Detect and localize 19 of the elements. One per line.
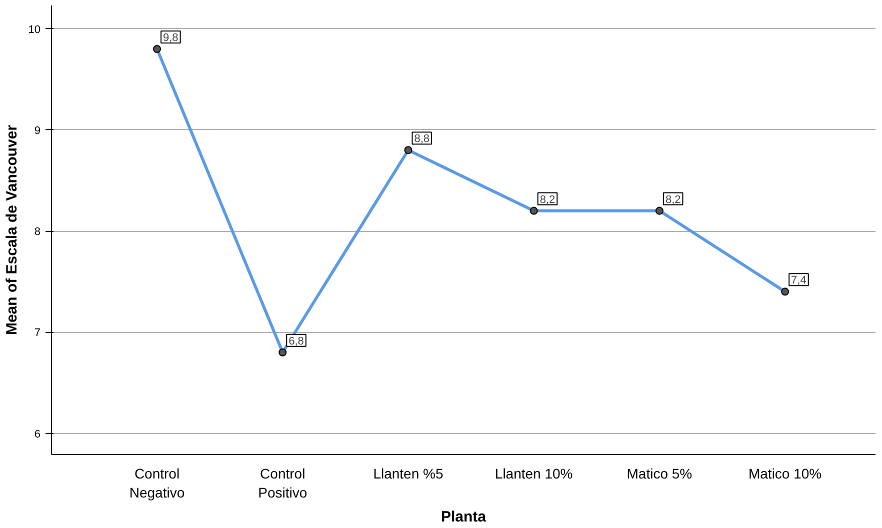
x-axis-title: Planta (440, 508, 487, 526)
y-tick-label: 10 (28, 24, 41, 36)
data-label: 8,2 (540, 194, 556, 206)
data-label: 8,2 (665, 194, 681, 206)
x-tick-label: Control Positivo (258, 466, 308, 501)
data-label: 9,8 (163, 32, 178, 44)
x-tick-label: Control Negativo (129, 466, 185, 501)
data-label: 8,8 (414, 133, 430, 146)
y-tick-label: 7 (34, 327, 41, 340)
y-axis-title: Mean of Escala de Vancouver (3, 124, 20, 336)
x-tick-label: Llanten %5 (373, 466, 444, 482)
data-label: 7,4 (791, 274, 806, 287)
y-tick-label: 9 (34, 124, 41, 137)
y-tick-label: 6 (34, 428, 41, 440)
x-tick-label: Matico 10% (748, 466, 822, 482)
y-tick-label: 8 (34, 226, 41, 238)
x-tick-label: Matico 5% (626, 466, 692, 482)
data-label: 6,8 (288, 335, 304, 348)
x-tick-label: Llanten 10% (494, 466, 573, 482)
